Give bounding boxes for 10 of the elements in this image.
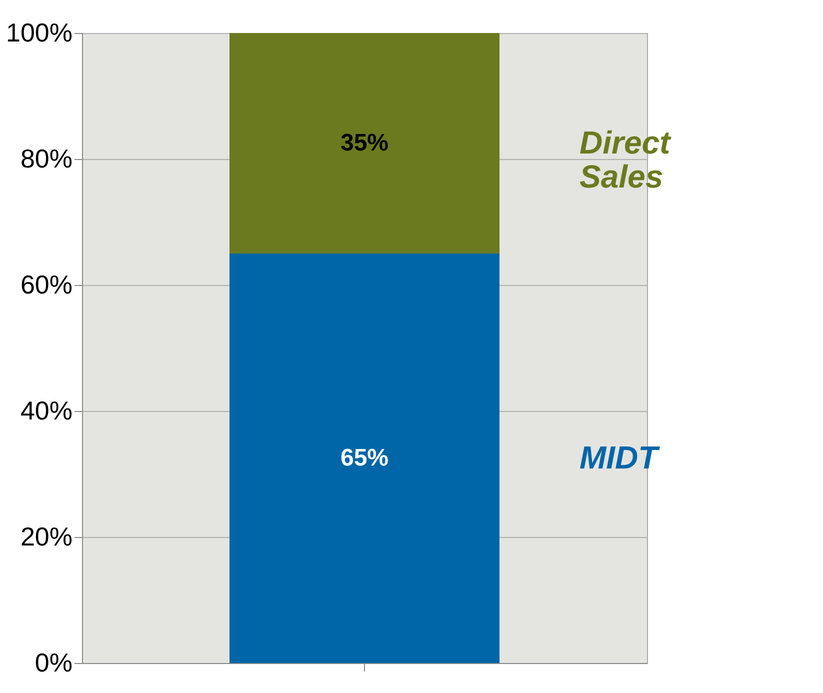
y-tick-label: 60%: [20, 270, 72, 300]
data-label: 35%: [340, 129, 389, 156]
y-tick-label: 100%: [6, 18, 72, 48]
y-tick-label: 80%: [20, 144, 72, 174]
y-tick-label: 40%: [20, 396, 72, 426]
text: MIDT: [580, 439, 660, 476]
data-label: 65%: [340, 444, 389, 472]
y-tick-label: 0%: [34, 648, 72, 678]
text: Direct Sales: [580, 124, 672, 194]
y-tick-label: 20%: [20, 522, 72, 552]
